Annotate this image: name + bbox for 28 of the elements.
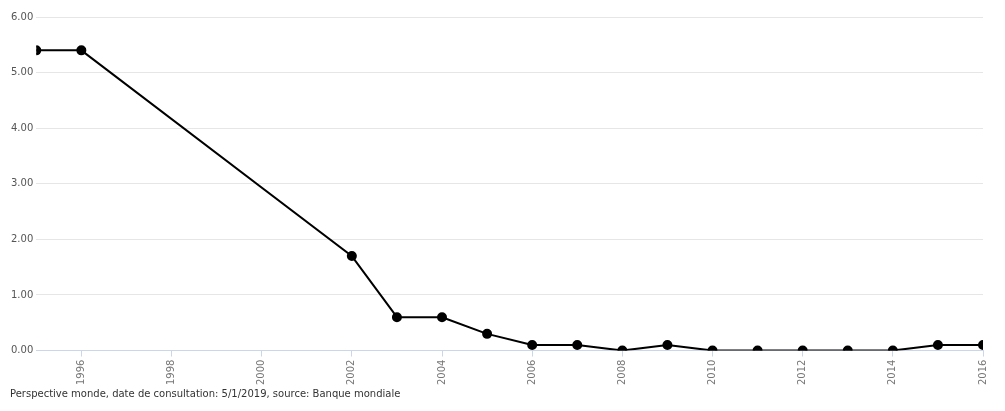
x-tick-label: 2004 [435, 359, 447, 385]
point [932, 339, 943, 350]
point [662, 339, 673, 350]
point [437, 312, 448, 323]
x-tick-label: 2006 [525, 359, 537, 385]
x-tick-label: 2012 [796, 359, 808, 385]
point [76, 45, 87, 56]
y-tick-label: 0.00 [11, 344, 34, 356]
point [391, 312, 402, 323]
y-tick-label: 1.00 [11, 288, 34, 300]
x-tick-label: 2008 [615, 359, 627, 385]
point [572, 339, 583, 350]
point [527, 339, 538, 350]
y-tick-label: 6.00 [11, 10, 34, 22]
x-tick-label: 2010 [706, 359, 718, 385]
y-tick-label: 2.00 [11, 232, 34, 244]
point [482, 328, 493, 339]
x-tick-label: 2000 [255, 359, 267, 385]
x-tick-label: 2002 [345, 359, 357, 385]
x-tick-label: 1996 [74, 359, 86, 385]
y-tick-label: 4.00 [11, 121, 34, 133]
text: Perspective monde, date de consultation: 5/1/2019, source: Banque mondiale [10, 388, 402, 399]
x-tick-label: 2016 [976, 359, 988, 385]
y-tick-label: 5.00 [11, 66, 34, 78]
point [346, 251, 357, 262]
x-tick-label: 2014 [886, 359, 898, 385]
x-tick-label: 1998 [165, 359, 177, 385]
y-tick-label: 3.00 [11, 177, 34, 189]
